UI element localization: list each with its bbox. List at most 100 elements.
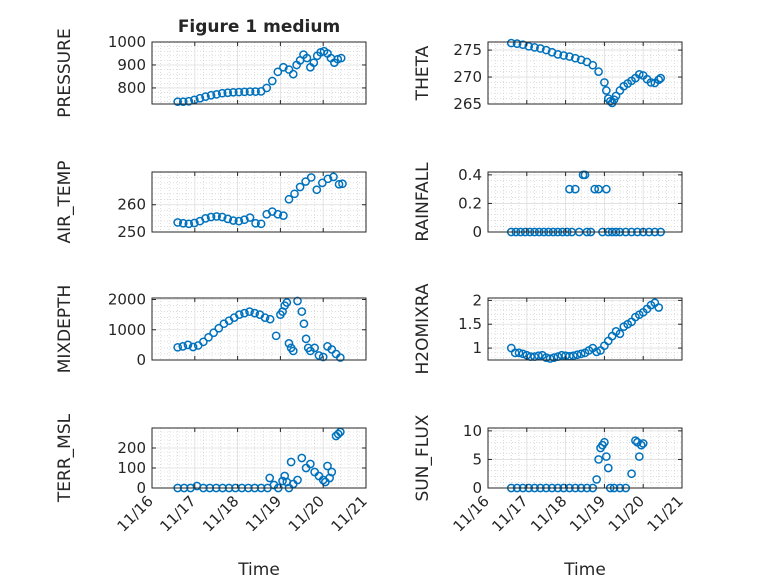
x-tick-label: 11/18 (199, 492, 242, 535)
data-point (271, 331, 281, 341)
x-tick-label: 11/21 (328, 492, 371, 535)
data-point (592, 475, 601, 484)
data-point (594, 67, 603, 77)
x-tick-label: 11/19 (242, 492, 285, 535)
data-point (240, 215, 249, 225)
data-point (206, 90, 216, 100)
x-tick-label: 11/20 (605, 492, 648, 535)
data-point (336, 53, 346, 63)
y-axis-label: AIR_TEMP (55, 161, 75, 244)
axes-box (151, 171, 367, 233)
y-tick-label: 10 (463, 422, 482, 440)
data-point (559, 51, 569, 60)
data-point (601, 86, 611, 95)
x-axis-label: Time (237, 560, 280, 580)
data-point (536, 44, 545, 53)
data-point (514, 348, 524, 358)
data-point (323, 461, 332, 471)
data-point (333, 429, 343, 439)
data-point (309, 58, 319, 68)
y-tick-label: 100 (117, 459, 146, 477)
data-point (206, 212, 216, 222)
y-tick-label: 265 (453, 95, 482, 113)
y-tick-label: 260 (117, 196, 146, 214)
axes-box (487, 41, 683, 105)
axes-background (488, 172, 682, 232)
data-point (580, 170, 590, 180)
subplot-7: 0 100 200 11/16 11/17 11/18 11/19 11/20 11/21 TER… (55, 413, 371, 580)
x-tick-label: 11/21 (644, 492, 687, 535)
data-point (530, 43, 539, 52)
data-point (293, 475, 302, 485)
y-axis-label: RAINFALL (413, 162, 433, 242)
data-point (512, 39, 522, 48)
data-point (605, 96, 615, 106)
data-point (565, 184, 574, 194)
data-point (173, 218, 183, 227)
data-point (228, 216, 238, 225)
axes-box (151, 297, 367, 361)
data-point (615, 329, 625, 339)
x-tick-label: 11/16 (450, 492, 493, 535)
data-point (327, 467, 337, 477)
y-tick-label: 0.2 (458, 194, 482, 212)
data-point (284, 194, 294, 204)
data-point (288, 346, 298, 356)
data-point (284, 65, 294, 74)
data-point (306, 459, 315, 469)
data-point (228, 87, 238, 97)
data-point (297, 307, 307, 316)
axes-box (487, 171, 683, 233)
data-point (654, 75, 664, 85)
data-point (178, 97, 188, 107)
y-tick-label: 275 (453, 41, 482, 59)
y-tick-label: 2000 (108, 291, 146, 309)
subplot-3: 250 260 AIR_TEMP (55, 161, 367, 244)
data-point (199, 337, 208, 347)
data-point (240, 308, 249, 318)
data-point (301, 177, 311, 186)
data-point (217, 88, 227, 98)
y-axis-label: MIXDEPTH (55, 285, 75, 374)
x-tick-label: 11/17 (156, 492, 199, 535)
data-point (290, 189, 299, 199)
data-point (634, 69, 644, 79)
y-tick-label: 1000 (108, 321, 146, 339)
y-axis-label: H2OMIXRA (413, 283, 433, 374)
data-point (284, 339, 294, 348)
data-point (173, 342, 183, 352)
data-point (217, 212, 227, 222)
data-point (278, 476, 287, 486)
data-point (234, 216, 244, 226)
data-point (265, 314, 275, 324)
data-point (627, 469, 636, 479)
data-point (288, 69, 298, 79)
data-point (282, 298, 292, 307)
axes-background (488, 42, 682, 104)
data-point (234, 310, 244, 319)
data-point (201, 214, 210, 223)
data-point (506, 38, 516, 48)
data-point (310, 343, 319, 353)
axes-box (487, 427, 683, 489)
y-tick-label: 0 (472, 223, 482, 241)
data-point (572, 350, 582, 360)
data-point (204, 332, 213, 342)
y-tick-label: 1.5 (458, 315, 482, 333)
data-point (553, 50, 563, 59)
y-tick-label: 1 (472, 339, 482, 357)
axes-box (487, 297, 683, 361)
data-point (184, 96, 194, 106)
data-point (603, 463, 613, 473)
x-tick-label: 11/17 (488, 492, 531, 535)
subplot-2: 265 270 275 THETA (413, 38, 683, 113)
data-point (301, 334, 311, 344)
data-point (212, 90, 221, 99)
x-tick-label: 11/16 (114, 492, 157, 535)
subplot-1: 800 900 1000 PRESSURE Figure 1 medium (55, 17, 367, 118)
data-point (214, 323, 224, 333)
x-tick-label: 11/20 (285, 492, 328, 535)
data-point (245, 87, 255, 96)
